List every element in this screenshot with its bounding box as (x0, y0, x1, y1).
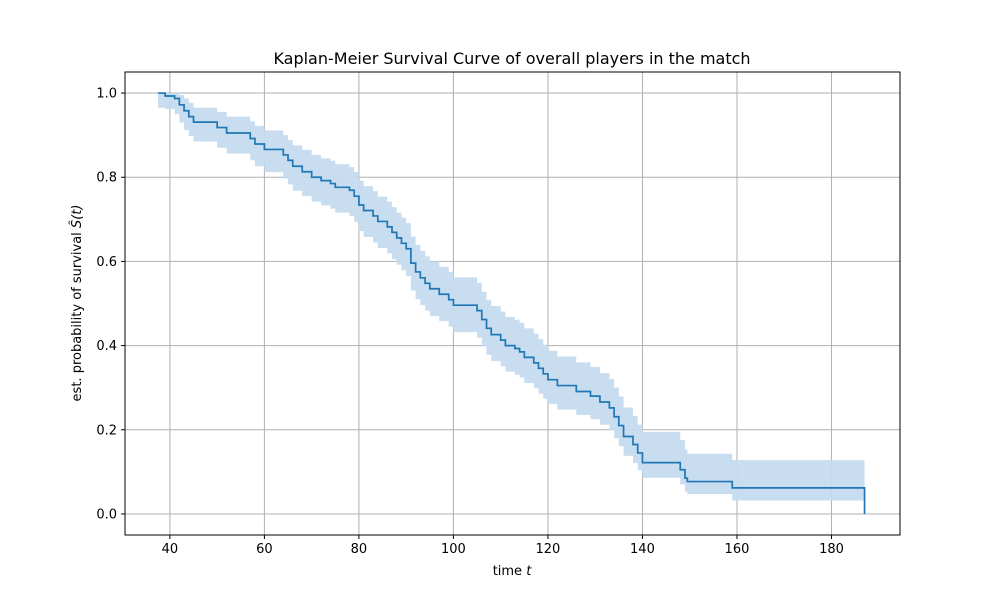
y-axis-label-text: est. probability of survival (70, 232, 85, 401)
y-tick-label: 0.6 (96, 255, 117, 270)
confidence-band (158, 93, 865, 501)
y-axis-ticks: 0.0 0.2 0.4 0.6 0.8 1.0 (96, 87, 125, 522)
plot-frame (124, 71, 901, 536)
chart-title: Kaplan-Meier Survival Curve of overall p… (273, 49, 750, 68)
x-tick-label: 60 (256, 542, 273, 557)
x-axis-label: time t (493, 564, 533, 579)
gridlines (125, 72, 900, 535)
x-axis-ticks: 40 60 80 100 120 140 160 180 (162, 535, 844, 557)
y-tick-label: 0.8 (96, 171, 117, 186)
x-axis-label-variable: t (526, 564, 532, 579)
y-tick-label: 0.2 (96, 423, 117, 438)
x-tick-label: 160 (725, 542, 750, 557)
y-axis-label-variable: Ŝ(t) (69, 205, 85, 229)
survival-series (158, 92, 866, 514)
y-tick-label: 0.4 (96, 339, 117, 354)
x-tick-label: 40 (162, 542, 179, 557)
x-tick-label: 80 (351, 542, 368, 557)
x-tick-label: 100 (441, 542, 466, 557)
x-tick-label: 180 (819, 542, 844, 557)
survival-step-line (158, 92, 866, 514)
confidence-band-area (158, 93, 865, 501)
x-tick-label: 140 (630, 542, 655, 557)
y-tick-label: 1.0 (96, 87, 117, 102)
x-tick-label: 120 (536, 542, 561, 557)
x-axis-label-text: time (493, 564, 522, 579)
y-axis-label: est. probability of survival Ŝ(t) (69, 205, 85, 402)
y-tick-label: 0.0 (96, 507, 117, 522)
